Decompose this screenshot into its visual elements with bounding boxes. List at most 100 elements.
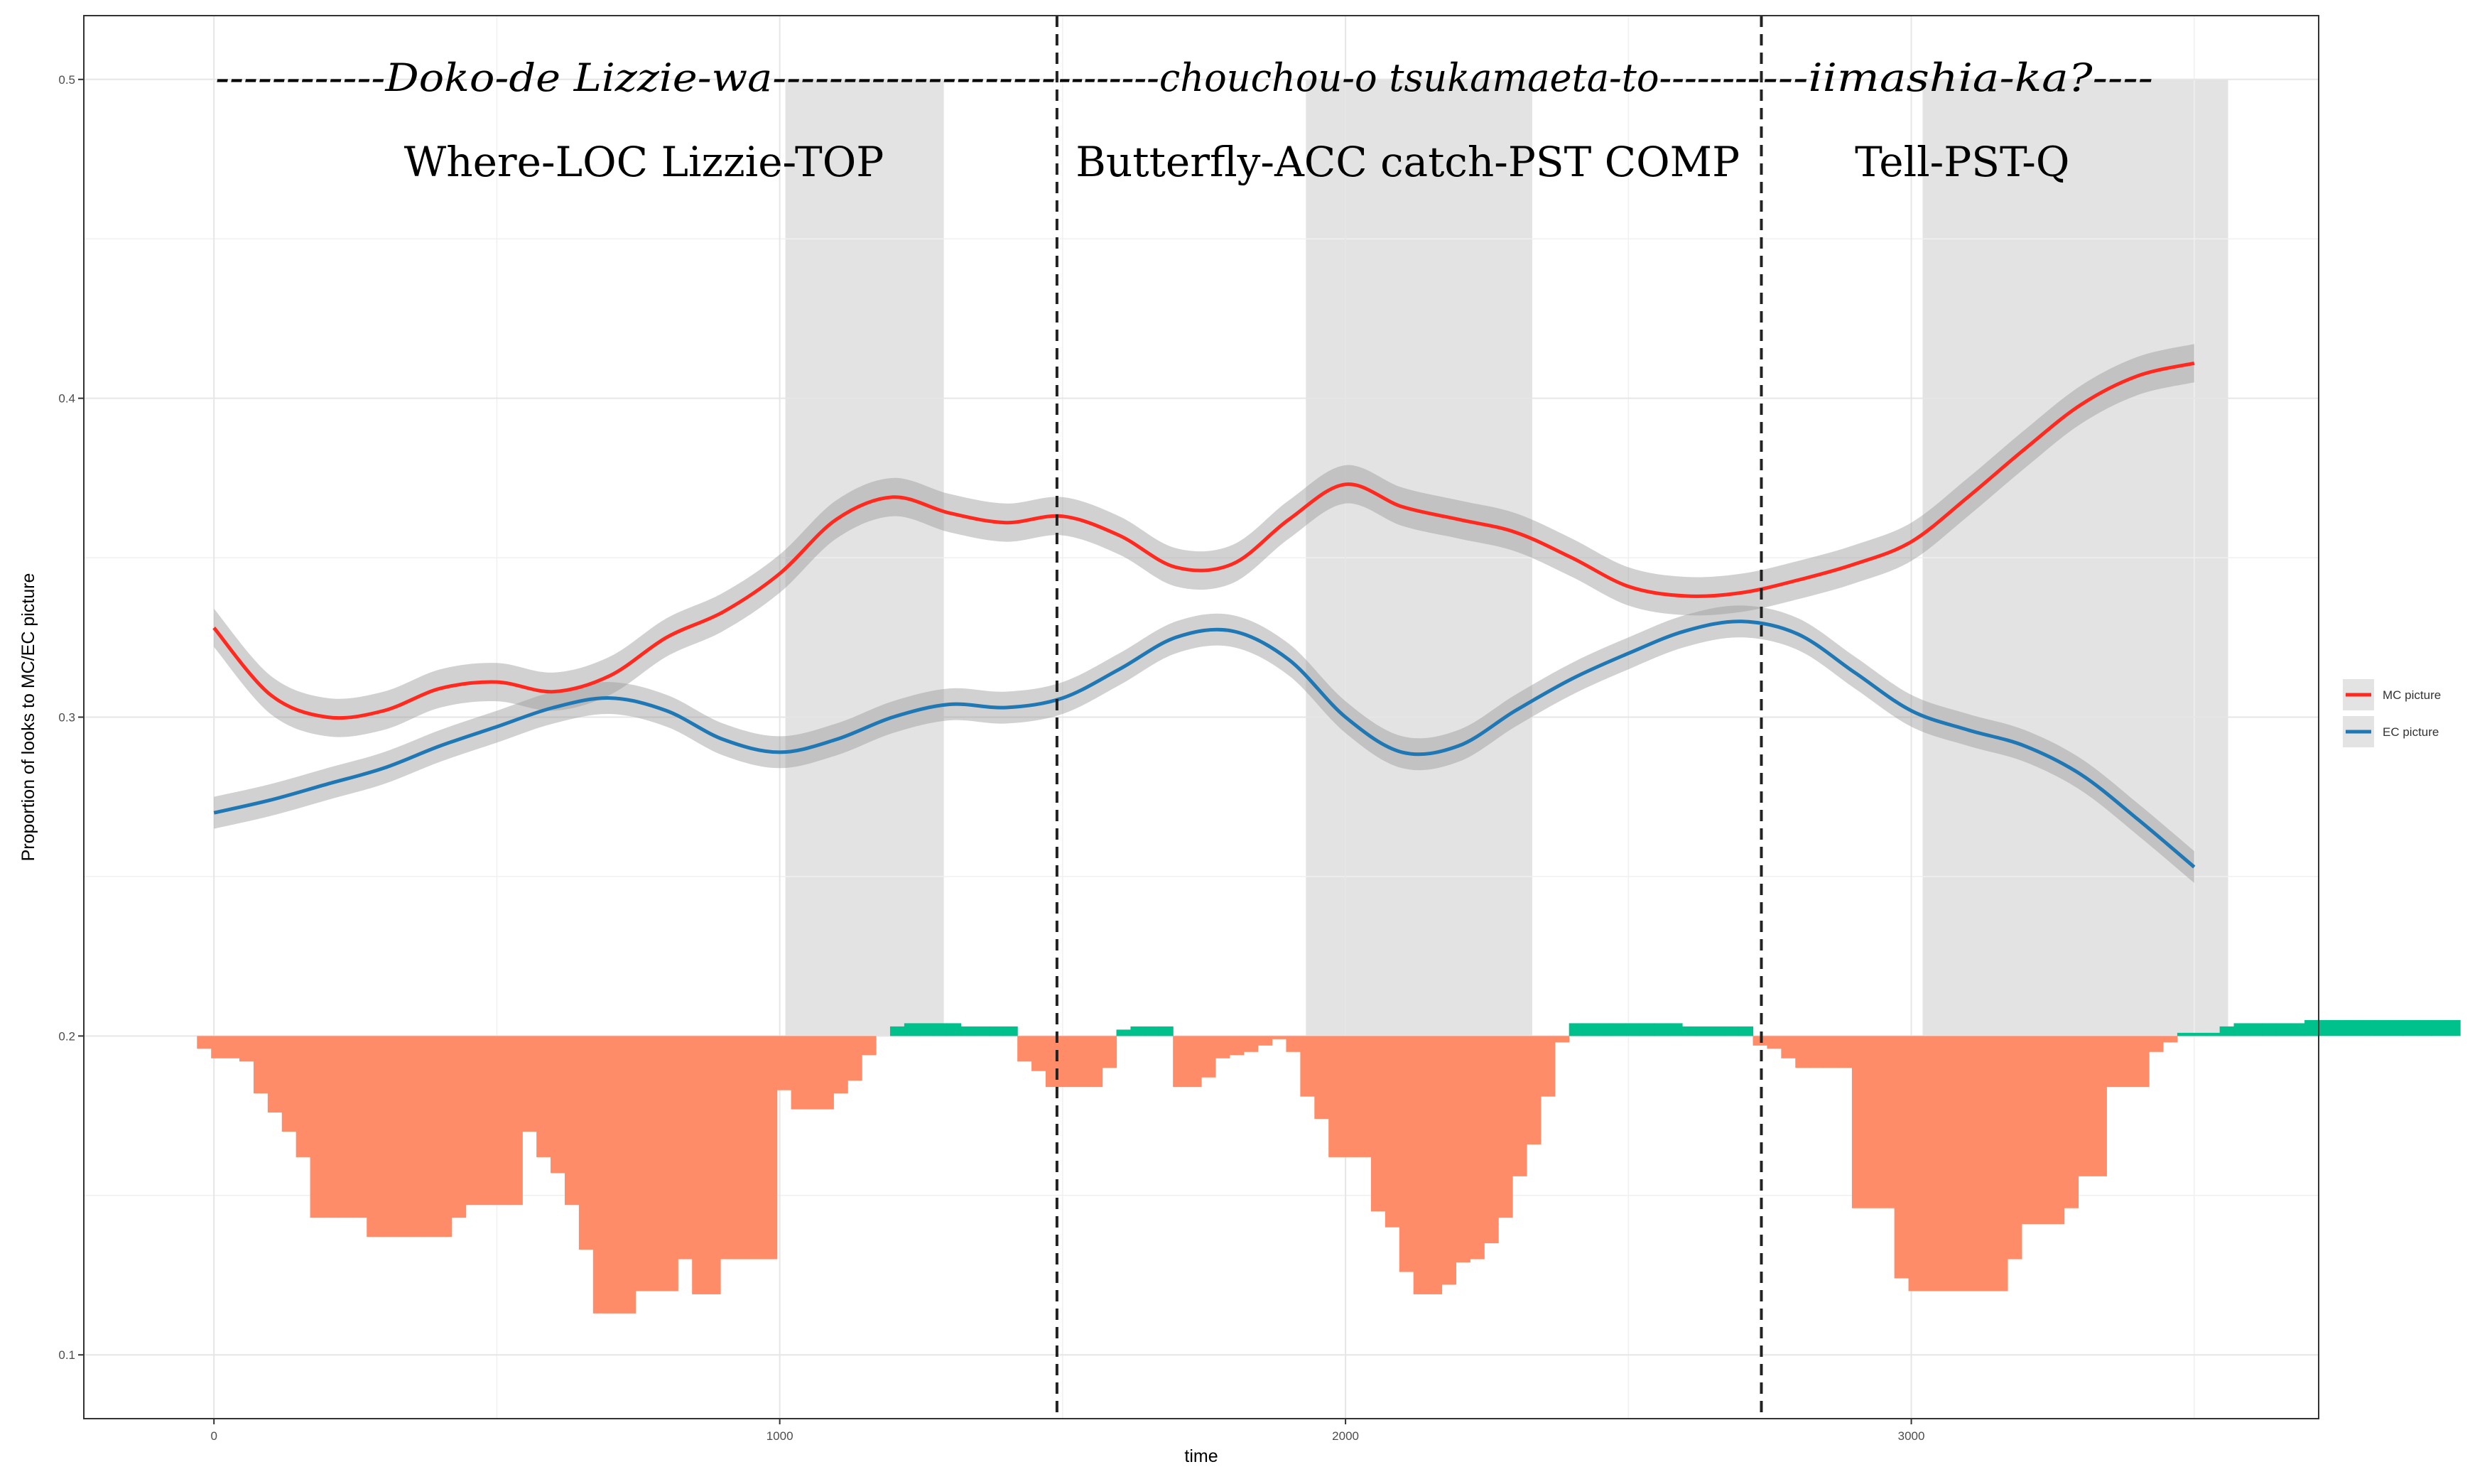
legend: MC picture EC picture <box>2343 679 2441 747</box>
negative-difference-bar <box>847 1036 862 1081</box>
negative-difference-bar <box>1993 1036 2008 1291</box>
negative-difference-bar <box>1470 1036 1485 1260</box>
difference-bars <box>197 1019 2461 1314</box>
positive-difference-bar <box>960 1026 976 1036</box>
negative-difference-bar <box>1413 1036 1429 1294</box>
negative-difference-bar <box>1767 1036 1782 1049</box>
positive-difference-bar <box>1597 1023 1613 1036</box>
negative-difference-bar <box>564 1036 580 1206</box>
negative-difference-bar <box>1314 1036 1329 1120</box>
positive-difference-bar <box>1681 1026 1697 1036</box>
x-tick-label: 2000 <box>1332 1429 1359 1443</box>
negative-difference-bar <box>296 1036 311 1157</box>
positive-difference-bar <box>2417 1019 2432 1036</box>
positive-difference-bar <box>2375 1019 2390 1036</box>
negative-difference-bar <box>1286 1036 1301 1052</box>
negative-difference-bar <box>1031 1036 1046 1071</box>
negative-difference-bar <box>1073 1036 1089 1088</box>
positive-difference-bar <box>2290 1023 2305 1036</box>
positive-difference-bar <box>2262 1023 2277 1036</box>
segment-japanese-text: --------chouchou-o tsukamaeta-to-------- <box>1058 55 1760 100</box>
positive-difference-bar <box>1640 1023 1654 1036</box>
legend-label: MC picture <box>2383 688 2441 702</box>
positive-difference-bar <box>2446 1019 2461 1036</box>
segment-gloss-text: Tell-PST-Q <box>1855 138 2069 186</box>
positive-difference-bar <box>2233 1023 2249 1036</box>
negative-difference-bar <box>352 1036 367 1218</box>
positive-difference-bar <box>1116 1029 1132 1036</box>
positive-difference-bar <box>2304 1019 2319 1036</box>
positive-difference-bar <box>918 1023 933 1036</box>
negative-difference-bar <box>1441 1036 1457 1285</box>
negative-difference-bar <box>1102 1036 1117 1068</box>
negative-difference-bar <box>1088 1036 1103 1088</box>
positive-difference-bar <box>1159 1026 1174 1036</box>
positive-difference-bar <box>2177 1032 2192 1036</box>
y-tick-label: 0.1 <box>58 1348 75 1362</box>
negative-difference-bar <box>1257 1036 1273 1046</box>
negative-difference-bar <box>451 1036 467 1218</box>
positive-difference-bar <box>989 1026 1004 1036</box>
negative-difference-bar <box>1809 1036 1824 1068</box>
negative-difference-bar <box>1554 1036 1570 1043</box>
segment-japanese-text: ---iimashia-ka?---- <box>1762 55 2153 100</box>
negative-difference-bar <box>408 1036 424 1237</box>
negative-difference-bar <box>1894 1036 1909 1279</box>
negative-difference-bar <box>1187 1036 1202 1088</box>
negative-difference-bar <box>1512 1036 1527 1176</box>
negative-difference-bar <box>1965 1036 1980 1291</box>
positive-difference-bar <box>1611 1023 1626 1036</box>
negative-difference-bar <box>2120 1036 2135 1088</box>
positive-difference-bar <box>1724 1026 1740 1036</box>
negative-difference-bar <box>1795 1036 1810 1068</box>
positive-difference-bar <box>1710 1026 1726 1036</box>
negative-difference-bar <box>2106 1036 2121 1088</box>
positive-difference-bar <box>1668 1023 1683 1036</box>
negative-difference-bar <box>281 1036 297 1132</box>
positive-difference-bar <box>1003 1026 1018 1036</box>
negative-difference-bar <box>480 1036 495 1206</box>
positive-difference-bar <box>2191 1032 2206 1036</box>
negative-difference-bar <box>635 1036 651 1291</box>
negative-difference-bar <box>678 1036 693 1260</box>
positive-difference-bar <box>2276 1023 2291 1036</box>
series-lines <box>212 361 2196 869</box>
negative-difference-bar <box>522 1036 537 1132</box>
positive-difference-bar <box>2248 1023 2263 1036</box>
positive-difference-bar <box>1696 1026 1711 1036</box>
y-tick-label: 0.2 <box>58 1029 75 1043</box>
negative-difference-bar <box>1343 1036 1358 1157</box>
negative-difference-bar <box>2135 1036 2150 1088</box>
negative-difference-bar <box>536 1036 551 1157</box>
negative-difference-bar <box>1781 1036 1796 1058</box>
negative-difference-bar <box>706 1036 721 1294</box>
negative-difference-bar <box>805 1036 820 1110</box>
negative-difference-bar <box>649 1036 664 1291</box>
segment-gloss-text: Where-LOC Lizzie-TOP <box>404 138 884 186</box>
negative-difference-bar <box>1059 1036 1075 1088</box>
positive-difference-bar <box>975 1026 990 1036</box>
positive-difference-bar <box>2361 1019 2376 1036</box>
negative-difference-bar <box>1385 1036 1400 1228</box>
y-axis-ticks: 0.1 0.2 0.3 0.4 0.5 <box>58 73 84 1362</box>
negative-difference-bar <box>748 1036 764 1260</box>
sentence-segments: ------------Doko-de Lizzie-wa-----------… <box>215 55 2153 186</box>
negative-difference-bar <box>2149 1036 2164 1052</box>
positive-difference-bar <box>946 1023 962 1036</box>
y-axis-title: Proportion of looks to MC/EC picture <box>18 573 38 862</box>
negative-difference-bar <box>211 1036 226 1058</box>
positive-difference-bar <box>1144 1026 1159 1036</box>
negative-difference-bar <box>1201 1036 1216 1078</box>
y-tick-label: 0.4 <box>58 392 75 406</box>
negative-difference-bar <box>692 1036 707 1294</box>
positive-difference-bar <box>2319 1019 2334 1036</box>
x-axis-title: time <box>1184 1446 1218 1466</box>
negative-difference-bar <box>1328 1036 1343 1157</box>
negative-difference-bar <box>1399 1036 1414 1272</box>
negative-difference-bar <box>578 1036 594 1250</box>
negative-difference-bar <box>1370 1036 1386 1212</box>
negative-difference-bar <box>1838 1036 1853 1068</box>
negative-difference-bar <box>338 1036 353 1218</box>
negative-difference-bar <box>1979 1036 1994 1291</box>
